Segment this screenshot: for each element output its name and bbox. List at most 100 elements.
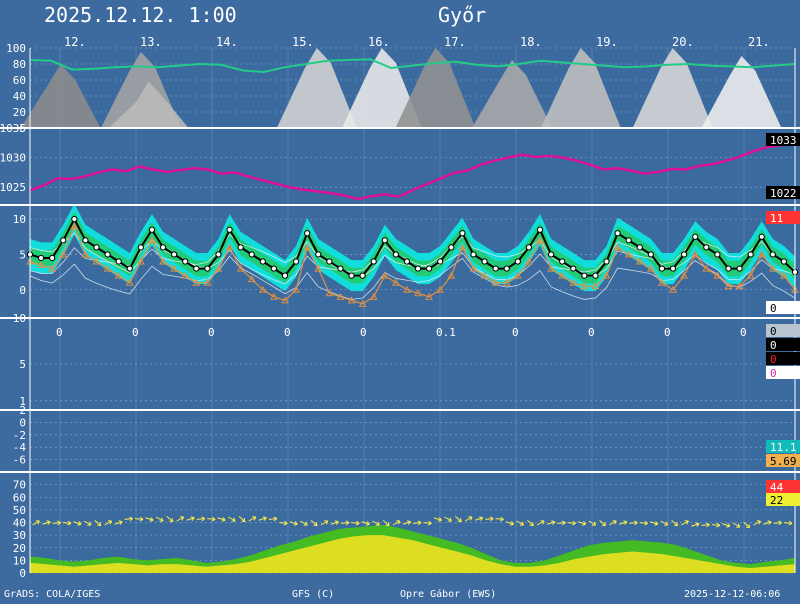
dewpoint-line xyxy=(29,224,796,305)
wind-arrow-shaft xyxy=(361,521,370,525)
wind-arrow xyxy=(372,520,380,526)
dewpoint-marker xyxy=(658,278,666,286)
dewpoint-marker xyxy=(480,271,489,279)
dewpoint-marker xyxy=(281,296,289,304)
wind-arrow-shaft xyxy=(124,518,133,520)
badge-pressure-max-bg xyxy=(766,133,800,146)
dewpoint-marker xyxy=(469,264,478,272)
badge-precip-d-bg xyxy=(766,366,800,379)
temperature-point xyxy=(259,258,266,265)
wind-arrow xyxy=(485,516,494,522)
wind-arrow-head xyxy=(252,516,257,521)
pressure-line xyxy=(29,140,796,201)
temperature-point xyxy=(547,251,555,258)
temperature-point xyxy=(492,265,499,272)
wind-arrow xyxy=(722,523,731,528)
wind-arrow xyxy=(783,520,793,526)
dewpoint-marker xyxy=(436,285,445,293)
badge-temp-min: 0 xyxy=(770,302,777,315)
dewpoint-marker xyxy=(192,278,201,286)
wind-arrow-head xyxy=(572,520,576,526)
wind-arrow-head xyxy=(293,521,298,526)
wind-arrow-shaft xyxy=(423,522,432,524)
wind-arrow-shaft xyxy=(402,521,411,525)
wind-arrow-shaft xyxy=(722,523,731,527)
dewpoint-marker xyxy=(691,250,700,258)
wind-arrow-shaft xyxy=(516,520,524,526)
wind-arrow-shaft xyxy=(681,520,689,526)
wind-arrow-head xyxy=(324,520,329,525)
dewpoint-marker xyxy=(236,264,245,272)
wind-arrow-head xyxy=(406,520,411,525)
temperature-point xyxy=(525,244,533,251)
dewpoint-marker xyxy=(103,264,112,272)
wind-arrow-head xyxy=(211,516,216,522)
cloud-shape xyxy=(632,48,713,128)
temperature-point xyxy=(270,265,278,272)
temperature-point xyxy=(37,254,45,262)
dewpoint-marker xyxy=(569,278,578,286)
wind-arrow xyxy=(361,521,370,526)
dewpoint-marker xyxy=(137,257,145,265)
temperature-point xyxy=(758,233,765,240)
temperature-point xyxy=(104,251,111,258)
wind-arrow-head xyxy=(221,517,226,522)
badge-precip-b: 0 xyxy=(770,339,777,352)
wind-mean-area xyxy=(30,535,795,573)
temperature-point xyxy=(171,251,178,258)
wind-arrow xyxy=(681,520,689,526)
wind-arrow-head xyxy=(139,516,144,522)
wind-arrow-shaft xyxy=(609,520,617,526)
wind-arrow xyxy=(207,516,216,522)
wind-arrow-shaft xyxy=(134,518,144,520)
wind-arrow-head xyxy=(313,522,318,527)
wind-arrow-shaft xyxy=(279,522,288,524)
dewpoint-marker xyxy=(724,282,733,290)
wind-arrow-shaft xyxy=(330,521,339,525)
wind-arrow-head xyxy=(540,520,545,525)
panel-0: 020406080100 xyxy=(6,42,796,135)
precip-daily-total: 0 xyxy=(512,326,519,339)
wind-arrow-shaft xyxy=(629,522,638,524)
badge-pressure-min-bg xyxy=(766,186,800,199)
wind-arrow xyxy=(330,520,339,525)
temperature-point xyxy=(581,272,588,279)
wind-arrow-shaft xyxy=(289,521,298,525)
dewpoint-marker xyxy=(92,257,101,265)
temperature-point xyxy=(514,258,521,265)
wind-arrow xyxy=(258,516,267,521)
wind-arrow xyxy=(310,519,318,527)
badge-temp-max: 11 xyxy=(770,212,783,225)
dewpoint-marker xyxy=(647,264,655,272)
wind-arrow xyxy=(577,521,587,526)
temperature-point xyxy=(414,265,422,272)
wind-arrow-shaft xyxy=(300,520,308,526)
dewpoint-marker xyxy=(247,275,256,283)
wind-arrow xyxy=(743,521,751,529)
wind-arrow xyxy=(691,522,700,527)
dewpoint-marker xyxy=(336,292,345,300)
wind-arrow-shaft xyxy=(444,516,452,522)
dewpoint-marker xyxy=(702,264,711,272)
wind-arrow-head xyxy=(46,520,51,525)
dewpoint-marker xyxy=(303,243,312,251)
wind-arrow xyxy=(433,517,442,522)
temperature-point xyxy=(470,251,477,258)
dewpoint-marker xyxy=(347,296,356,304)
dewpoint-marker xyxy=(491,278,500,286)
panel-4: 20-2-4-6 xyxy=(13,404,795,472)
cloud-shape xyxy=(276,48,357,128)
tick-label: 1025 xyxy=(0,181,26,194)
wind-arrow xyxy=(351,520,360,526)
wind-arrow xyxy=(639,520,648,526)
wind-arrow-shaft xyxy=(207,518,216,520)
badge-gust-a-bg xyxy=(766,440,800,453)
wind-arrow-shaft xyxy=(52,522,61,524)
badge-precip-a-bg xyxy=(766,324,800,337)
dewpoint-marker xyxy=(613,243,622,251)
precip-daily-total: 0.1 xyxy=(436,326,456,339)
wind-arrow-head xyxy=(633,520,638,526)
temperature-point xyxy=(736,265,743,272)
